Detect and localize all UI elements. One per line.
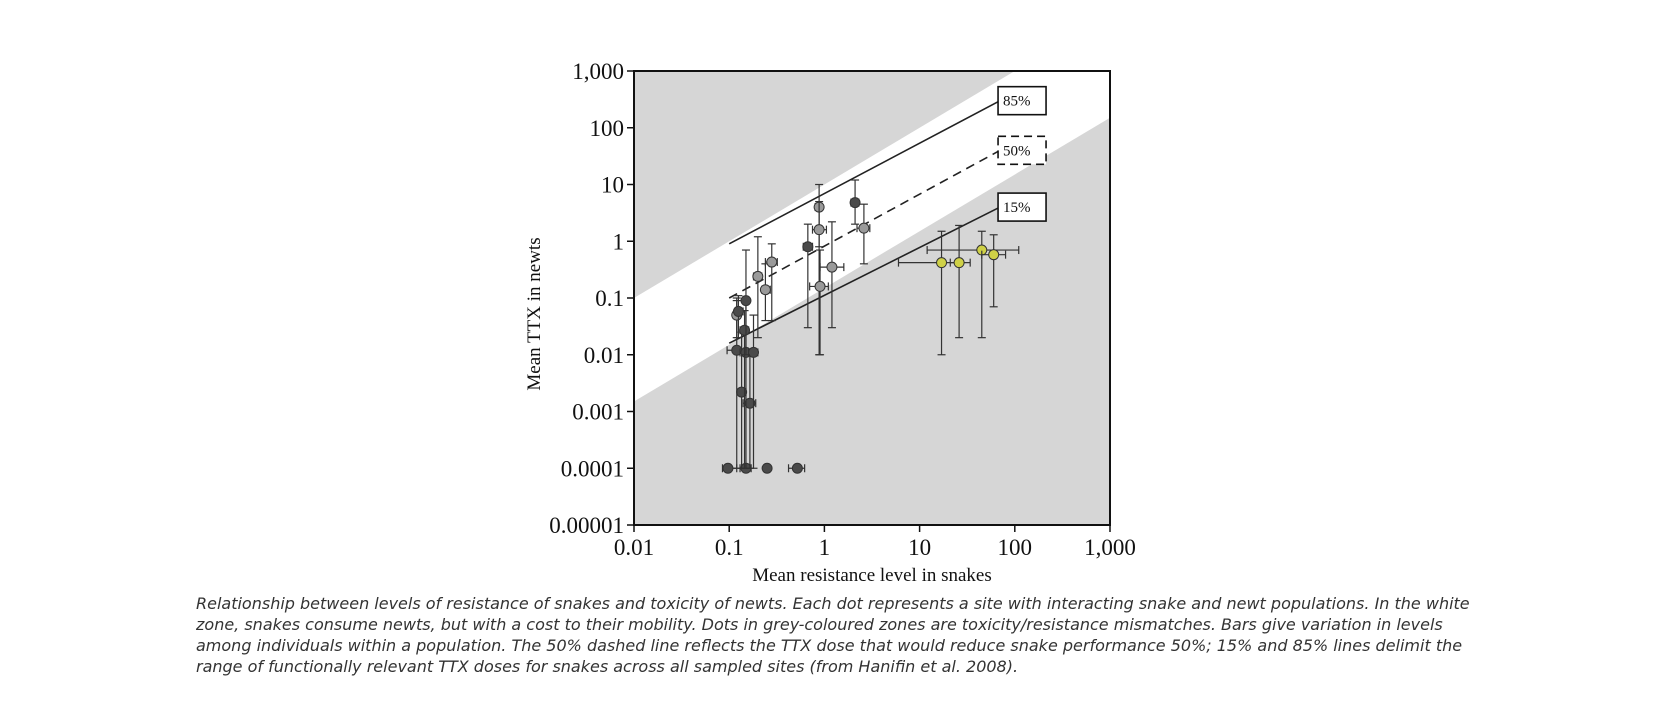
data-point-marker [761, 462, 773, 474]
data-point-marker [849, 197, 861, 209]
data-point-marker [722, 462, 734, 474]
data-point-11 [732, 295, 744, 339]
data-point-marker [858, 222, 870, 234]
data-point-13 [752, 236, 764, 339]
data-point-3 [787, 462, 806, 474]
data-point-marker [826, 261, 838, 273]
x-tick-label: 0.1 [715, 535, 744, 560]
x-tick-label: 0.01 [614, 535, 654, 560]
data-point-marker [752, 270, 764, 282]
y-tick-label: 0.0001 [561, 456, 624, 481]
figure-caption: Relationship between levels of resistanc… [196, 594, 1470, 676]
data-point-marker [748, 346, 760, 358]
data-point-2 [761, 462, 773, 474]
y-tick-label: 1,000 [572, 59, 624, 84]
reference-line-label-box-0 [997, 85, 1047, 116]
data-point-marker [813, 224, 825, 236]
data-point-marker [759, 284, 771, 296]
x-tick-label: 1,000 [1084, 535, 1136, 560]
reference-lines-layer: 85% 50% 15% [728, 85, 1047, 344]
y-tick-label: 100 [590, 116, 625, 141]
data-point-marker [739, 324, 751, 336]
y-tick-label: 0.01 [584, 343, 624, 368]
points-layer [721, 179, 1020, 474]
data-point-20 [819, 221, 845, 329]
data-point-21 [849, 179, 861, 225]
y-tick-label: 10 [601, 173, 624, 198]
data-point-marker [732, 305, 744, 317]
data-point-24 [949, 224, 971, 339]
data-point-marker [936, 257, 948, 269]
data-point-marker [740, 295, 752, 307]
y-axis-label: Mean TTX in newts [524, 237, 545, 390]
data-point-marker [802, 241, 814, 253]
data-point-marker [988, 249, 1000, 261]
reference-line-label-box-1 [997, 135, 1047, 166]
data-point-26 [981, 234, 1007, 308]
reference-line-label-1: 50% [1003, 143, 1031, 159]
data-point-15 [764, 243, 778, 322]
data-point-marker [953, 257, 965, 269]
x-tick-label: 100 [998, 535, 1033, 560]
y-axis-ticks: 0.00001 0.0001 0.001 0.01 0.1 1 10 100 1,000 [549, 59, 634, 538]
data-point-12 [740, 249, 752, 356]
data-point-22 [856, 203, 871, 265]
data-point-marker [766, 256, 778, 268]
reference-line-label-box-2 [997, 192, 1047, 222]
y-tick-label: 1 [613, 229, 625, 254]
data-point-25 [926, 230, 1020, 339]
data-point-8 [748, 314, 760, 469]
reference-line-label-2: 15% [1003, 200, 1031, 216]
x-tick-label: 10 [908, 535, 931, 560]
data-point-23 [897, 230, 959, 356]
x-tick-label: 1 [819, 535, 831, 560]
data-point-9 [739, 309, 751, 469]
data-point-marker [814, 280, 826, 292]
x-axis-label: Mean resistance level in snakes [752, 565, 992, 586]
y-tick-label: 0.00001 [549, 513, 624, 538]
y-tick-label: 0.1 [595, 286, 624, 311]
reference-line-label-0: 85% [1003, 94, 1031, 110]
y-tick-label: 0.001 [572, 400, 624, 425]
x-axis-ticks: 0.01 0.1 1 10 100 1,000 [614, 525, 1136, 560]
data-point-marker [791, 462, 803, 474]
reference-line-0 [728, 99, 1001, 245]
data-point-16 [802, 223, 814, 329]
